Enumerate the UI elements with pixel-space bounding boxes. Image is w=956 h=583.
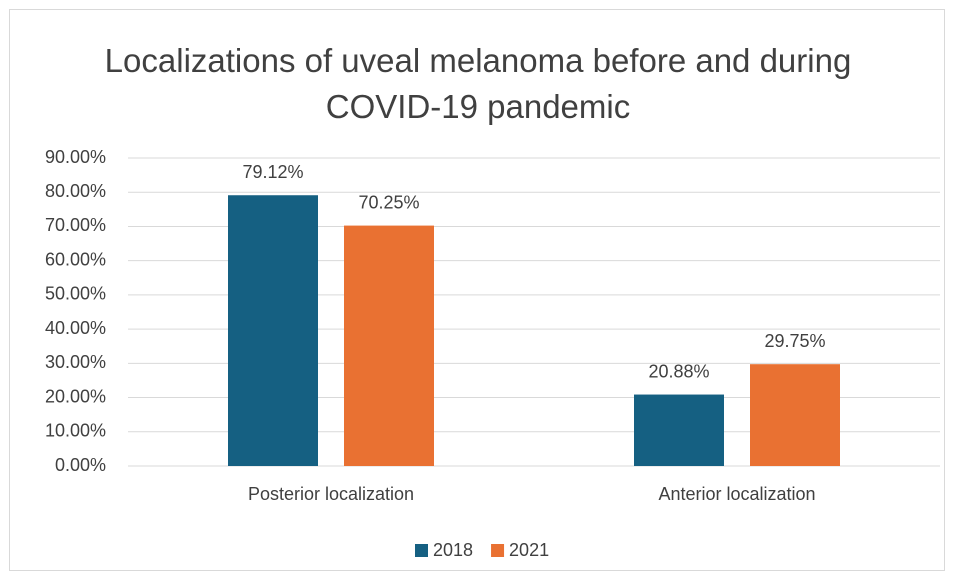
value-label: 70.25% <box>358 192 419 212</box>
legend-swatch <box>491 544 505 557</box>
bar <box>344 225 434 466</box>
y-tick-label: 20.00% <box>45 386 106 406</box>
y-tick-label: 0.00% <box>55 455 106 475</box>
y-tick-label: 80.00% <box>45 181 106 201</box>
y-tick-label: 90.00% <box>45 147 106 167</box>
bar <box>228 195 318 467</box>
y-tick-label: 40.00% <box>45 318 106 338</box>
y-tick-label: 60.00% <box>45 249 106 269</box>
value-label: 29.75% <box>764 331 825 351</box>
chart-frame <box>9 9 945 571</box>
x-tick-label: Posterior localization <box>248 484 414 504</box>
legend-label: 2018 <box>433 540 473 560</box>
bar <box>634 394 724 466</box>
legend-swatch <box>415 544 428 557</box>
y-tick-label: 50.00% <box>45 284 106 304</box>
y-tick-label: 30.00% <box>45 352 106 372</box>
value-label: 79.12% <box>242 162 303 182</box>
y-tick-label: 10.00% <box>45 421 106 441</box>
y-tick-label: 70.00% <box>45 215 106 235</box>
x-tick-label: Anterior localization <box>658 484 815 504</box>
value-label: 20.88% <box>648 361 709 381</box>
bar <box>750 364 840 466</box>
legend-label: 2021 <box>509 540 549 560</box>
chart-title: Localizations of uveal melanoma before a… <box>104 42 852 125</box>
